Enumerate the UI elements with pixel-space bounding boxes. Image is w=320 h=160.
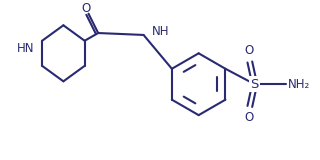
Text: NH: NH [152,25,170,38]
Text: NH₂: NH₂ [288,78,310,91]
Text: O: O [81,2,90,15]
Text: O: O [244,111,253,124]
Text: HN: HN [17,42,35,55]
Text: O: O [244,44,253,57]
Text: S: S [251,78,259,91]
